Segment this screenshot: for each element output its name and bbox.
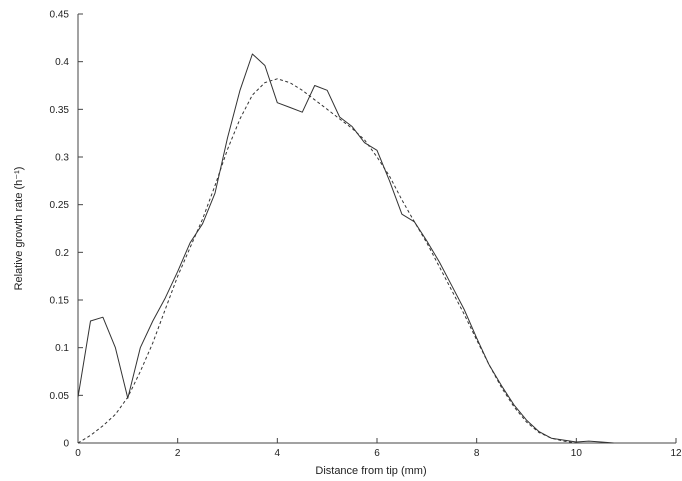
x-ticks: 0 2 4 6 8 10 12 xyxy=(75,438,682,459)
y-tick-label: 0.3 xyxy=(55,153,69,164)
x-tick-label: 0 xyxy=(75,448,81,459)
fitted-curve-line xyxy=(77,78,577,444)
y-tick-label: 0.35 xyxy=(50,105,70,116)
x-tick-label: 12 xyxy=(670,448,682,459)
y-tick-label: 0 xyxy=(63,439,69,450)
x-tick-label: 6 xyxy=(374,448,380,459)
y-tick-label: 0.2 xyxy=(55,248,69,259)
x-tick-label: 8 xyxy=(474,448,480,459)
y-tick-label: 0.1 xyxy=(55,343,69,354)
y-tick-label: 0.4 xyxy=(55,57,69,68)
y-ticks: 0 0.05 0.1 0.15 0.2 0.25 0.3 0.35 0.4 0.45 xyxy=(50,10,83,450)
x-tick-label: 4 xyxy=(275,448,281,459)
y-tick-label: 0.15 xyxy=(50,296,70,307)
axes xyxy=(77,14,676,444)
measured-curve-line xyxy=(77,53,614,444)
y-tick-label: 0.45 xyxy=(50,10,70,21)
y-tick-label: 0.05 xyxy=(50,391,70,402)
x-axis-title: Distance from tip (mm) xyxy=(315,465,426,477)
y-axis-title: Relative growth rate (h⁻¹) xyxy=(13,167,25,291)
series-layer xyxy=(77,53,614,444)
y-tick-label: 0.25 xyxy=(50,200,70,211)
x-tick-label: 10 xyxy=(571,448,583,459)
x-tick-label: 2 xyxy=(175,448,181,459)
